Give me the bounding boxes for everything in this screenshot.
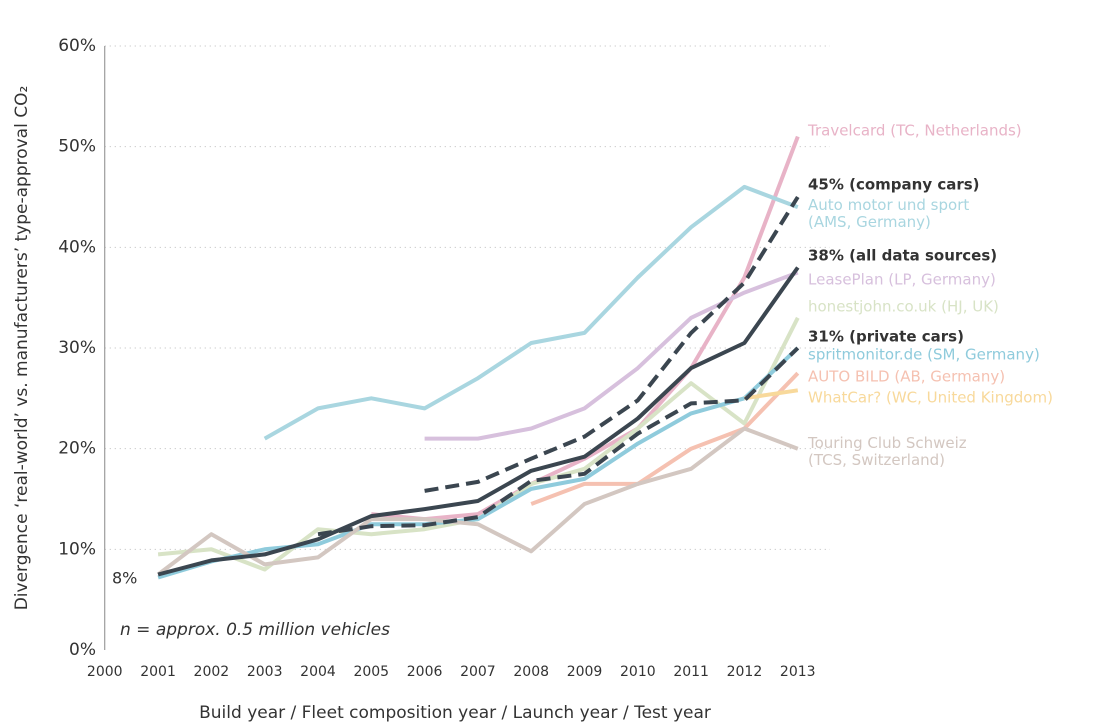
x-tick-label: 2003	[247, 664, 283, 680]
x-tick-label: 2000	[87, 664, 123, 680]
x-tick-label: 2012	[727, 664, 763, 680]
x-tick-label: 2013	[780, 664, 816, 680]
x-tick-label: 2010	[620, 664, 656, 680]
legend-label: honestjohn.co.uk (HJ, UK)	[808, 298, 999, 316]
x-tick-label: 2006	[407, 664, 443, 680]
series-line	[424, 195, 800, 493]
y-tick-label: 50%	[58, 137, 96, 157]
legend-label: 45% (company cars)	[808, 176, 980, 194]
legend-label: Auto motor und sport (AMS, Germany)	[808, 196, 969, 231]
x-tick-label: 2007	[460, 664, 496, 680]
legend-label: spritmonitor.de (SM, Germany)	[808, 346, 1040, 364]
x-axis-title: Build year / Fleet composition year / La…	[199, 703, 711, 723]
y-tick-label: 30%	[58, 338, 96, 358]
y-tick-label: 40%	[58, 237, 96, 257]
annotation: 8%	[112, 569, 137, 588]
x-tick-label: 2009	[567, 664, 603, 680]
y-tick-label: 10%	[58, 539, 96, 559]
legend-label: 31% (private cars)	[808, 328, 964, 346]
y-axis-title: Divergence ‘real-world’ vs. manufacturer…	[12, 86, 32, 611]
legend-label: Travelcard (TC, Netherlands)	[807, 122, 1022, 140]
series-line	[156, 426, 799, 577]
y-tick-label: 20%	[58, 439, 96, 459]
legend-label-line: Touring Club Schweiz	[807, 434, 967, 452]
legend-label-line: (TCS, Switzerland)	[808, 451, 945, 469]
x-tick-label: 2004	[300, 664, 336, 680]
legend-label-line: (AMS, Germany)	[808, 213, 931, 231]
series-line	[157, 266, 800, 577]
x-tick-label: 2002	[194, 664, 230, 680]
legend-label: LeasePlan (LP, Germany)	[808, 271, 996, 289]
legend-label: 38% (all data sources)	[808, 247, 997, 265]
legend-label: AUTO BILD (AB, Germany)	[808, 368, 1005, 386]
x-tick-label: 2001	[140, 664, 176, 680]
legend-label: Touring Club Schweiz (TCS, Switzerland)	[807, 434, 967, 469]
x-tick-label: 2011	[673, 664, 709, 680]
series-line	[424, 270, 799, 441]
series-line	[317, 346, 800, 537]
legend-label: WhatCar? (WC, United Kingdom)	[808, 389, 1053, 407]
y-tick-label: 0%	[69, 640, 96, 660]
legend-label-line: Auto motor und sport	[808, 196, 969, 214]
series-line	[263, 184, 799, 441]
annotation: n = approx. 0.5 million vehicles	[120, 620, 390, 640]
y-tick-label: 60%	[58, 36, 96, 56]
series-line	[530, 371, 800, 506]
x-tick-label: 2005	[353, 664, 389, 680]
series-line	[744, 388, 799, 401]
x-tick-label: 2008	[513, 664, 549, 680]
